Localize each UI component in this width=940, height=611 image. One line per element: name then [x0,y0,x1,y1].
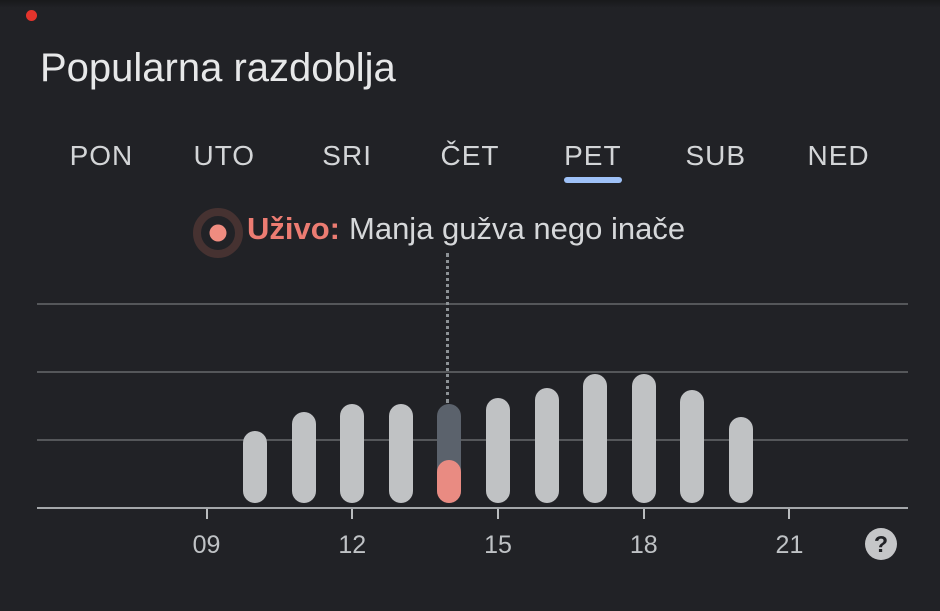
x-axis-tick-label: 09 [192,531,221,559]
day-tab-label: PET [564,140,622,171]
x-axis-tick [788,509,791,519]
bar-16h[interactable] [534,388,559,503]
x-axis-tick-label: 18 [629,531,658,559]
day-tab-sub[interactable]: SUB [654,141,777,183]
bar-18h[interactable] [631,374,656,503]
live-status-row: Uživo: Manja gužva nego inače [247,211,685,247]
bar-20h[interactable] [728,417,753,503]
red-marker-dot [26,10,37,21]
bar-15h[interactable] [485,398,510,503]
live-label: Uživo: [247,211,340,246]
live-indicator-icon [193,208,243,258]
bar-13h[interactable] [388,404,413,503]
current-time-dotted-line [446,253,449,403]
day-tab-ned[interactable]: NED [777,141,900,183]
live-dot [209,224,227,242]
x-axis-tick-label: 12 [338,531,367,559]
x-axis-tick [351,509,354,519]
day-tab-sri[interactable]: SRI [286,141,409,183]
bar-11h[interactable] [291,412,316,503]
day-tab-label: NED [807,140,870,171]
day-tab-label: ČET [440,140,500,171]
bar-14h-current[interactable] [437,404,462,503]
day-tab-pon[interactable]: PON [40,141,163,183]
day-tab-label: PON [69,140,134,171]
day-tabs: PON UTO SRI ČET PET SUB NED [40,141,900,183]
gridline [37,439,908,441]
help-icon[interactable]: ? [865,528,897,560]
gridline [37,371,908,373]
x-axis-tick [496,509,499,519]
x-axis-tick-label: 21 [775,531,804,559]
day-tab-cet[interactable]: ČET [409,141,532,183]
bar-19h[interactable] [680,390,705,503]
x-axis-line [37,507,908,509]
x-axis-tick [205,509,208,519]
selected-tab-underline [563,177,622,183]
live-description: Manja gužva nego inače [349,211,686,246]
day-tab-label: SRI [322,140,372,171]
gridline [37,303,908,305]
bar-12h[interactable] [340,404,365,503]
x-axis-tick [642,509,645,519]
day-tab-pet[interactable]: PET [531,141,654,183]
day-tab-label: UTO [193,140,256,171]
top-edge-shade [0,0,940,8]
day-tab-uto[interactable]: UTO [163,141,286,183]
bar-10h[interactable] [243,431,268,503]
live-level-fill [437,460,462,503]
bar-17h[interactable] [583,374,608,503]
day-tab-label: SUB [685,140,747,171]
x-axis-tick-label: 15 [484,531,512,559]
popular-times-title: Popularna razdoblja [40,46,396,90]
